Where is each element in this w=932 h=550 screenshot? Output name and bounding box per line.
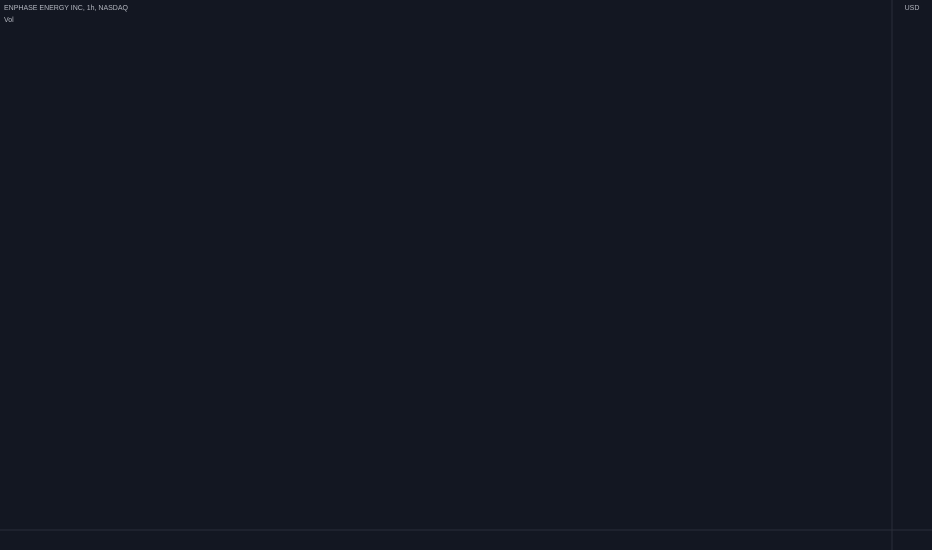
chart-title: ENPHASE ENERGY INC, 1h, NASDAQ [4,5,129,12]
unit-label: USD [905,5,920,12]
volume-label: Vol [4,17,14,24]
